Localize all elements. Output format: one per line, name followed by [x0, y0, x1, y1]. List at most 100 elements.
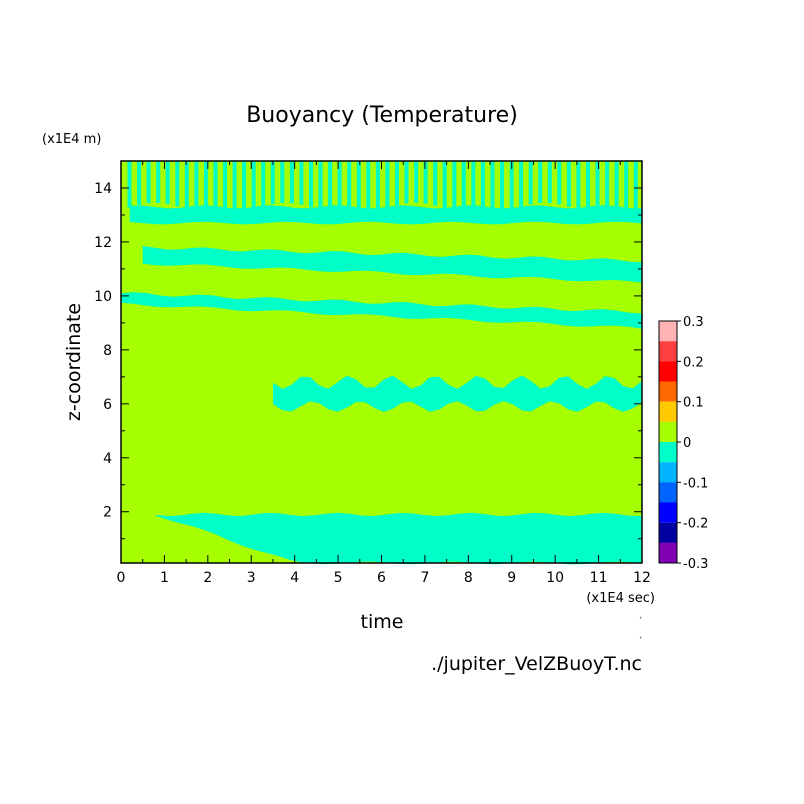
colorbar-tick-label: -0.2 — [683, 517, 708, 532]
colorbar-level — [659, 321, 677, 342]
top-stripe — [509, 161, 514, 210]
top-stripe — [184, 161, 189, 210]
top-stripe — [528, 161, 533, 205]
top-stripe — [471, 161, 476, 216]
y-tick-label: 8 — [103, 343, 112, 359]
top-stripe — [423, 161, 428, 204]
top-stripe — [433, 161, 438, 206]
top-stripe — [624, 161, 629, 215]
x-tick-label: 10 — [546, 570, 564, 586]
y-tick-label: 4 — [103, 451, 112, 467]
top-stripes — [127, 161, 638, 217]
x-tick-label: 3 — [247, 570, 256, 586]
top-stripe — [595, 161, 600, 216]
annotation-mark-1: ´ — [638, 616, 643, 627]
top-stripe — [490, 161, 495, 216]
x-tick-label: 2 — [203, 570, 212, 586]
colorbar-level — [659, 361, 677, 382]
x-tick-label: 0 — [117, 570, 126, 586]
top-stripe — [337, 161, 342, 216]
colorbar-level — [659, 401, 677, 422]
top-stripe — [461, 161, 466, 215]
top-stripe — [576, 161, 581, 210]
annotation-mark-2: ´ — [638, 636, 643, 647]
colorbar-level — [659, 462, 677, 483]
top-stripe — [356, 161, 361, 216]
y-tick-label: 10 — [94, 289, 112, 305]
top-stripe — [127, 161, 132, 208]
top-stripe — [347, 161, 352, 217]
y-tick-label: 12 — [94, 235, 112, 251]
plot-area — [120, 160, 643, 565]
top-stripe — [538, 161, 543, 203]
top-stripe — [242, 161, 247, 213]
y-tick-label: 6 — [103, 397, 112, 413]
top-stripe — [633, 161, 638, 212]
top-stripe — [442, 161, 447, 209]
negative-regions — [121, 205, 642, 565]
top-stripe — [270, 161, 275, 204]
colorbar-level — [659, 502, 677, 523]
colorbar-tick-label: 0.2 — [683, 355, 704, 370]
x-tick-label: 7 — [420, 570, 429, 586]
top-stripe — [566, 161, 571, 207]
negative-region-layer-11 — [142, 245, 642, 283]
top-stripe — [175, 161, 180, 207]
y-tick-label: 14 — [94, 181, 112, 197]
top-stripe — [328, 161, 333, 214]
colorbar-tick-label: 0.1 — [683, 396, 704, 411]
top-stripe — [547, 161, 552, 203]
top-stripe — [289, 161, 294, 204]
top-stripe — [404, 161, 409, 204]
colorbar-level — [659, 482, 677, 503]
colorbar-tick-label: 0 — [683, 436, 691, 451]
top-stripe — [414, 161, 419, 203]
source-file-label: ./jupiter_VelZBuoyT.nc — [431, 653, 642, 675]
top-stripe — [203, 161, 208, 215]
x-axis-label: time — [361, 611, 404, 633]
top-stripe — [137, 161, 142, 205]
x-unit-label: (x1E4 sec) — [586, 591, 655, 606]
top-stripe — [366, 161, 371, 214]
top-stripe — [251, 161, 256, 210]
top-stripe — [375, 161, 380, 212]
y-tick-label: 2 — [103, 505, 112, 521]
chart-title: Buoyancy (Temperature) — [246, 103, 518, 128]
x-tick-label: 4 — [290, 570, 299, 586]
x-tick-label: 8 — [464, 570, 473, 586]
top-stripe — [452, 161, 457, 212]
top-stripe — [223, 161, 227, 217]
top-stripe — [299, 161, 304, 205]
colorbar-level — [659, 542, 677, 563]
top-stripe — [614, 161, 619, 216]
top-stripe — [261, 161, 266, 207]
colorbar-tick-label: -0.3 — [683, 557, 708, 572]
negative-region-layer-9 — [121, 292, 642, 329]
x-tick-label: 6 — [377, 570, 386, 586]
top-stripe — [156, 161, 161, 203]
x-tick-label: 1 — [160, 570, 169, 586]
top-stripe — [586, 161, 590, 213]
top-stripe — [318, 161, 323, 211]
negative-region-upper-layer — [129, 205, 642, 225]
top-stripe — [395, 161, 399, 206]
y-axis: 2 4 6 8 10 12 14 — [94, 160, 642, 540]
plot-background — [121, 161, 642, 563]
top-stripe — [385, 161, 390, 209]
x-axis: 0 1 2 3 4 5 6 7 8 9 10 11 12 — [117, 161, 651, 586]
colorbar: 0.3 0.2 0.1 0 -0.1 -0.2 -0.3 — [658, 315, 708, 572]
colorbar-level — [659, 421, 677, 442]
top-stripe — [605, 161, 610, 217]
colorbar-level — [659, 341, 677, 362]
top-stripe — [519, 161, 524, 207]
x-tick-label: 11 — [590, 570, 608, 586]
colorbar-level — [659, 442, 677, 463]
colorbar-level — [659, 522, 677, 543]
top-stripe — [232, 161, 237, 215]
y-unit-label: (x1E4 m) — [42, 132, 101, 147]
y-axis-label: z-coordinate — [63, 303, 85, 421]
top-stripe — [557, 161, 562, 205]
top-stripe — [194, 161, 199, 213]
colorbar-tick-label: -0.1 — [683, 476, 708, 491]
top-stripe — [146, 161, 151, 204]
